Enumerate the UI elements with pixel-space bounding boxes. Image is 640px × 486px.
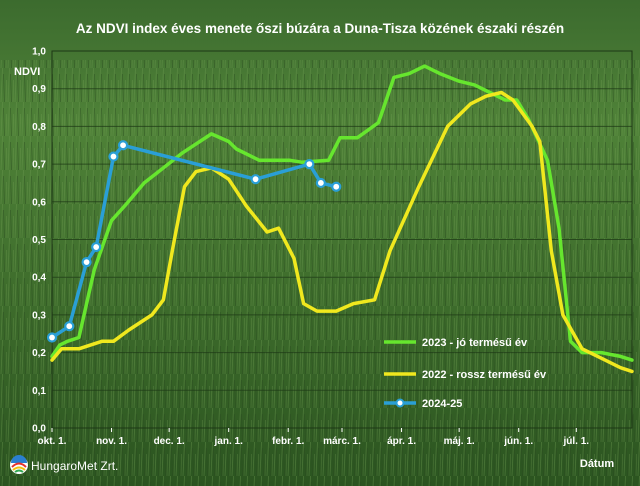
data-point-marker xyxy=(91,241,102,253)
x-tick-label: ápr. 1. xyxy=(387,436,416,447)
data-point-marker xyxy=(64,321,75,332)
y-axis-ticks: 0,0 0,1 0,2 0,3 0,4 0,5 0,6 0,7 0,8 0,9 1,0 xyxy=(32,47,46,435)
legend-label-2022: 2022 - rossz termésű év xyxy=(422,369,547,381)
y-tick-label: 0,4 xyxy=(32,273,46,284)
x-tick-label: okt. 1. xyxy=(38,436,67,447)
legend-label-2024-25: 2024-25 xyxy=(422,398,462,410)
x-tick-label: jún. 1. xyxy=(503,436,533,447)
logo-swirl-blue xyxy=(11,455,27,463)
logo-swirl-red xyxy=(11,462,27,468)
logo-swirl-yellow xyxy=(12,466,26,471)
y-tick-label: 0,3 xyxy=(32,310,46,321)
y-tick-label: 0,1 xyxy=(32,386,46,397)
x-axis-label: Dátum xyxy=(580,458,614,470)
series-line-2 xyxy=(50,143,338,340)
x-tick-label: júl. 1. xyxy=(563,436,590,447)
data-point-marker xyxy=(315,177,326,189)
y-tick-label: 0,0 xyxy=(32,424,46,435)
data-point-marker xyxy=(108,151,119,162)
y-tick-label: 0,6 xyxy=(32,197,46,208)
series-line-1 xyxy=(50,90,634,374)
y-tick-label: 1,0 xyxy=(32,47,46,58)
x-axis-ticks: okt. 1. nov. 1. dec. 1. jan. 1. febr. 1. márc… xyxy=(38,428,590,447)
y-tick-label: 0,2 xyxy=(32,348,46,359)
data-point-marker xyxy=(81,257,92,268)
data-point-marker xyxy=(250,174,261,185)
legend: 2023 - jó termésű év 2022 - rossz termés… xyxy=(384,337,547,410)
x-tick-label: máj. 1. xyxy=(444,436,475,447)
y-axis-label: NDVI xyxy=(14,66,40,78)
x-tick-label: febr. 1. xyxy=(272,436,304,447)
x-tick-label: márc. 1. xyxy=(323,436,361,447)
data-point-marker xyxy=(46,332,58,343)
legend-marker-2024-25 xyxy=(395,398,405,408)
chart-title: Az NDVI index éves menete őszi búzára a … xyxy=(76,21,564,36)
x-tick-label: nov. 1. xyxy=(96,436,127,447)
legend-label-2023: 2023 - jó termésű év xyxy=(422,337,528,349)
data-point-marker xyxy=(331,181,342,192)
y-tick-label: 0,7 xyxy=(32,160,46,171)
series-layer xyxy=(46,64,634,374)
grid-lines xyxy=(52,50,632,429)
y-tick-label: 0,9 xyxy=(32,84,46,95)
data-point-marker xyxy=(117,140,129,151)
series-line-0 xyxy=(50,64,634,362)
y-tick-label: 0,5 xyxy=(32,235,46,246)
x-tick-label: jan. 1. xyxy=(214,436,244,447)
logo-text: HungaroMet Zrt. xyxy=(31,459,118,473)
data-point-marker xyxy=(304,159,315,170)
wheat-texture xyxy=(0,60,640,486)
logo-swirl-green xyxy=(14,469,24,473)
plot-area: 0,0 0,1 0,2 0,3 0,4 0,5 0,6 0,7 0,8 0,9 1,0 okt. 1… xyxy=(32,47,634,447)
x-tick-label: dec. 1. xyxy=(154,436,185,447)
hungaromet-logo: HungaroMet Zrt. xyxy=(10,455,118,474)
y-tick-label: 0,8 xyxy=(32,122,46,133)
